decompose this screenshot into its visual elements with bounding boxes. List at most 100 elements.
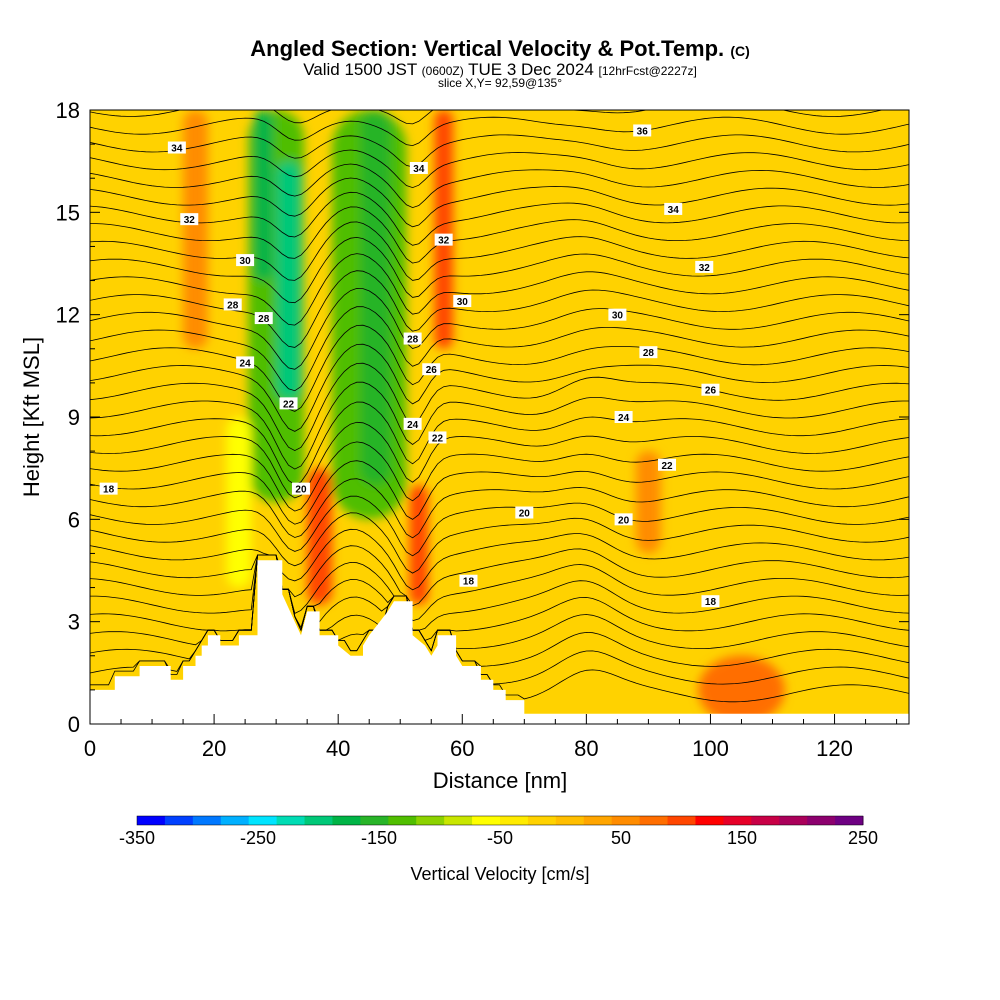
svg-text:18: 18 [103, 485, 115, 496]
isentrope-line [90, 554, 909, 631]
isentrope-line [90, 306, 909, 392]
plot-area: 34 36 32 34 34 30 32 32 28 28 30 30 24 28 26 28 26 22 24 22… [90, 110, 909, 724]
isentrope-label-30: 30 [453, 295, 472, 308]
isentrope-line [90, 362, 909, 452]
isentrope-line [90, 528, 909, 591]
colorbar-swatch [835, 816, 864, 825]
isentrope-label-18: 18 [459, 574, 478, 588]
x-tick-label: 60 [450, 736, 474, 761]
svg-text:36: 36 [637, 126, 649, 137]
svg-text:22: 22 [432, 433, 444, 444]
isentrope-line [90, 401, 909, 486]
x-tick-label: 100 [692, 736, 729, 761]
svg-text:22: 22 [661, 461, 673, 472]
isentrope-line [90, 116, 909, 147]
isentrope-line [90, 381, 909, 470]
colorbar-tick-label: -250 [240, 828, 276, 848]
vv-cell-3 [276, 161, 301, 400]
x-axis-label: Distance [nm] [432, 768, 568, 793]
chart-title: Angled Section: Vertical Velocity & Pot.… [250, 36, 750, 61]
vv-cell-8 [183, 110, 208, 349]
isentrope-label-30: 30 [608, 308, 627, 322]
colorbar-swatch [695, 816, 724, 825]
isentrope-line [90, 460, 909, 525]
svg-text:24: 24 [407, 420, 419, 431]
colorbar-swatch [444, 816, 473, 825]
isentrope-line [90, 545, 909, 607]
y-tick-label: 3 [68, 610, 80, 635]
y-tick-label: 9 [68, 405, 80, 430]
isentrope-line [90, 554, 909, 622]
colorbar-tick-label: 150 [727, 828, 757, 848]
x-tick-label: 20 [202, 736, 226, 761]
isentrope-label-18: 18 [701, 595, 720, 608]
y-tick-label: 15 [56, 200, 80, 225]
vv-cell-7 [434, 110, 453, 349]
isentrope-line [90, 478, 909, 539]
isentrope-label-18: 18 [99, 482, 118, 496]
terrain [90, 560, 909, 724]
colorbar-swatch [583, 816, 613, 825]
colorbar-label: Vertical Velocity [cm/s] [410, 864, 590, 884]
isentrope-label-28: 28 [403, 332, 422, 346]
y-axis-label: Height [Kft MSL] [19, 336, 44, 498]
isentropes [90, 110, 909, 703]
isentrope-line [90, 441, 909, 512]
isentrope-line [90, 134, 909, 168]
x-tick-label: 120 [816, 736, 853, 761]
colorbar-swatch [360, 816, 389, 825]
vv-cell-1 [359, 110, 391, 486]
colorbar-swatch [416, 816, 445, 825]
isentrope-line [90, 177, 909, 228]
isentrope-label-32: 32 [180, 213, 199, 226]
isentrope-line [90, 324, 909, 412]
isentrope-label-26: 26 [701, 383, 720, 397]
vv-cell-9 [226, 417, 252, 588]
isentrope-line [90, 287, 909, 370]
colorbar-swatch [639, 816, 669, 825]
svg-text:30: 30 [240, 256, 252, 267]
svg-text:22: 22 [283, 399, 295, 410]
isentrope-line [90, 236, 909, 304]
isentrope-line [90, 191, 909, 246]
isentrope-line [90, 554, 909, 652]
colorbar-swatch [751, 816, 780, 825]
svg-text:28: 28 [407, 335, 419, 346]
vv-cell-12 [698, 655, 785, 724]
isentrope-line [90, 554, 909, 641]
y-tick-label: 0 [68, 712, 80, 737]
vertical-velocity-field [183, 110, 801, 724]
isentrope-line [90, 149, 909, 189]
isentrope-label-32: 32 [434, 233, 453, 247]
isentrope-label-24: 24 [614, 411, 633, 424]
svg-text:32: 32 [184, 215, 196, 226]
isentrope-label-34: 34 [664, 202, 683, 216]
svg-text:30: 30 [457, 297, 469, 308]
svg-text:34: 34 [668, 205, 680, 216]
colorbar-swatch [388, 816, 417, 825]
isentrope-label-34: 34 [409, 161, 428, 175]
colorbar-swatch [248, 816, 278, 825]
isentrope-line [90, 163, 909, 209]
colorbar-swatch [500, 816, 529, 825]
isentrope-line [90, 495, 909, 557]
colorbar-swatch [137, 816, 166, 825]
isentrope-label-28: 28 [223, 298, 242, 311]
colorbar-tick-label: -50 [487, 828, 513, 848]
vv-cell-13 [769, 110, 801, 486]
colorbar-swatch [667, 816, 696, 825]
vv-cell-10 [480, 110, 519, 724]
isentrope-label-34: 34 [167, 141, 186, 155]
slice-info: slice X,Y= 92,59@135° [437, 76, 563, 90]
svg-text:26: 26 [705, 386, 717, 397]
svg-text:28: 28 [227, 300, 239, 311]
isentrope-label-22: 22 [279, 397, 298, 410]
isentrope-label-20: 20 [515, 506, 534, 520]
isentrope-label-30: 30 [236, 254, 255, 267]
svg-text:28: 28 [258, 314, 270, 325]
isentrope-labels: 34 36 32 34 34 30 32 32 28 28 30 30 24 28 26 28 26 22 24 22… [99, 124, 720, 608]
isentrope-line [90, 343, 909, 432]
colorbar-swatch [472, 816, 501, 825]
svg-text:20: 20 [295, 485, 307, 496]
